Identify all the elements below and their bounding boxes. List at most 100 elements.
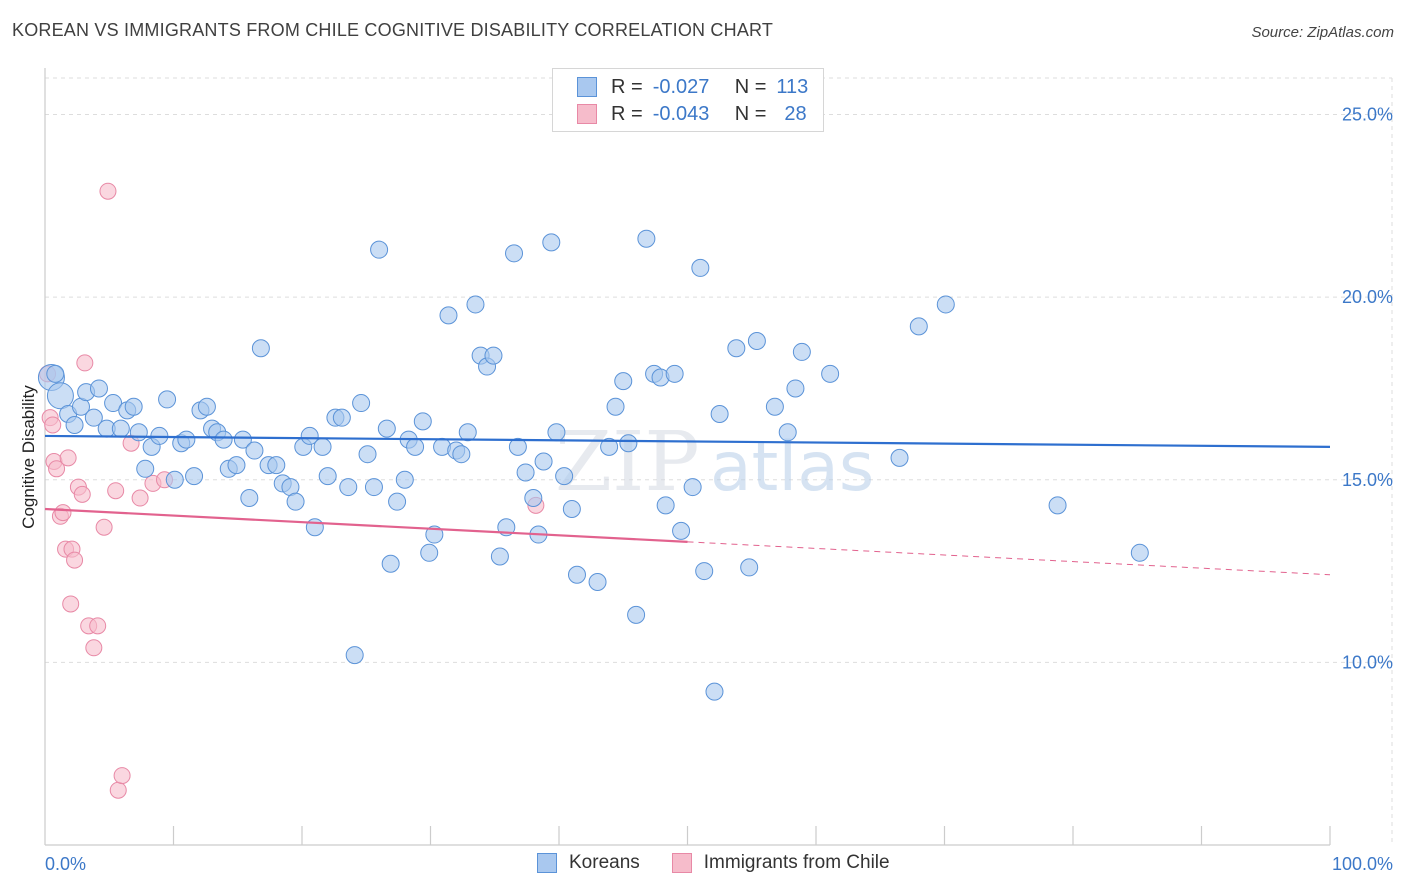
chile-point (73, 485, 91, 503)
chile-point (54, 504, 72, 522)
korean-point (286, 492, 305, 511)
legend-r-value: -0.027 (652, 75, 710, 98)
legend-row-chile: R = -0.043 N = 28 (577, 102, 807, 126)
korean-point (452, 445, 471, 464)
korean-point (395, 470, 414, 489)
korean-point (740, 558, 759, 577)
chile-trend-line (44, 507, 688, 543)
trend-lines (44, 434, 1331, 576)
chile-point (59, 449, 77, 467)
chile-point (66, 551, 84, 569)
korean-point (936, 295, 955, 314)
korean-point (439, 306, 458, 325)
korean-point (377, 419, 396, 438)
korean-point (705, 682, 724, 701)
korean-point (547, 423, 566, 442)
legend-n-label: N = (734, 75, 767, 98)
korean-point (792, 342, 811, 361)
korean-trend-line (44, 434, 1331, 448)
korean-point (358, 445, 377, 464)
chile-point (89, 617, 107, 635)
korean-point (251, 339, 270, 358)
korean-point (300, 426, 319, 445)
korean-point (555, 467, 574, 486)
korean-point (466, 295, 485, 314)
korean-point (313, 437, 332, 456)
korean-point (165, 470, 184, 489)
korean-point (420, 543, 439, 562)
korean-point (364, 478, 383, 497)
korean-point (656, 496, 675, 515)
korean-point (727, 339, 746, 358)
chile-point (85, 639, 103, 657)
legend-r-label: R = (611, 102, 643, 125)
korean-point (65, 415, 84, 434)
legend-swatch-chile (671, 853, 692, 873)
chile-point (113, 767, 131, 785)
y-tick-labels: 10.0% 15.0% 20.0% 25.0% (1342, 105, 1393, 673)
korean-point (89, 379, 108, 398)
korean-point (233, 430, 252, 449)
korean-point (606, 397, 625, 416)
chile-point (76, 354, 94, 372)
korean-point (710, 405, 729, 424)
korean-point (458, 423, 477, 442)
korean-point (345, 646, 364, 665)
y-tick-label: 20.0% (1342, 287, 1393, 307)
chile-point (109, 781, 127, 799)
korean-point (129, 423, 148, 442)
korean-point (332, 408, 351, 427)
korean-point (318, 467, 337, 486)
y-tick-label: 25.0% (1342, 105, 1393, 125)
korean-point (534, 452, 553, 471)
legend-swatch-chile (577, 104, 597, 124)
korean-point (339, 478, 358, 497)
legend-r-label: R = (611, 75, 643, 98)
korean-point (197, 397, 216, 416)
series-legend: Koreans Immigrants from Chile (537, 852, 890, 874)
korean-point (267, 456, 286, 475)
korean-point (124, 397, 143, 416)
korean-point (505, 244, 524, 263)
chile-point (48, 460, 66, 478)
korean-point (490, 547, 509, 566)
korean-point (765, 397, 784, 416)
korean-point (747, 331, 766, 350)
korean-point (691, 258, 710, 277)
korean-point (627, 605, 646, 624)
chile-point (44, 416, 62, 434)
korean-point (1130, 543, 1149, 562)
korean-point (46, 382, 74, 410)
axes (44, 68, 1331, 846)
chile-trend-extension (687, 541, 1331, 576)
y-tick-label: 10.0% (1342, 652, 1393, 672)
chile-point (62, 595, 80, 613)
correlation-legend: R = -0.027 N = 113 R = -0.043 N = 28 (552, 68, 824, 132)
korean-point (104, 394, 123, 413)
legend-r-value: -0.043 (652, 102, 710, 125)
korean-point (567, 565, 586, 584)
x-tick-label: 100.0% (1332, 854, 1393, 874)
korean-point (562, 499, 581, 518)
korean-point (46, 364, 65, 383)
korean-point (890, 448, 909, 467)
korean-point (240, 489, 259, 508)
chile-point (95, 518, 113, 536)
korean-point (1048, 496, 1067, 515)
source-label: Source: ZipAtlas.com (1251, 24, 1394, 41)
y-axis-label: Cognitive Disability (19, 385, 38, 529)
legend-n-value: 113 (776, 75, 809, 98)
korean-point (778, 423, 797, 442)
legend-n-value: 28 (784, 102, 807, 125)
legend-swatch-koreans (577, 77, 597, 97)
korean-point (821, 364, 840, 383)
korean-point (619, 434, 638, 453)
korean-point (524, 489, 543, 508)
korean-point (406, 437, 425, 456)
korean-points (37, 229, 1149, 701)
legend-n-label: N = (734, 102, 767, 125)
korean-point (600, 437, 619, 456)
chart-title: KOREAN VS IMMIGRANTS FROM CHILE COGNITIV… (12, 20, 774, 40)
korean-point (227, 456, 246, 475)
